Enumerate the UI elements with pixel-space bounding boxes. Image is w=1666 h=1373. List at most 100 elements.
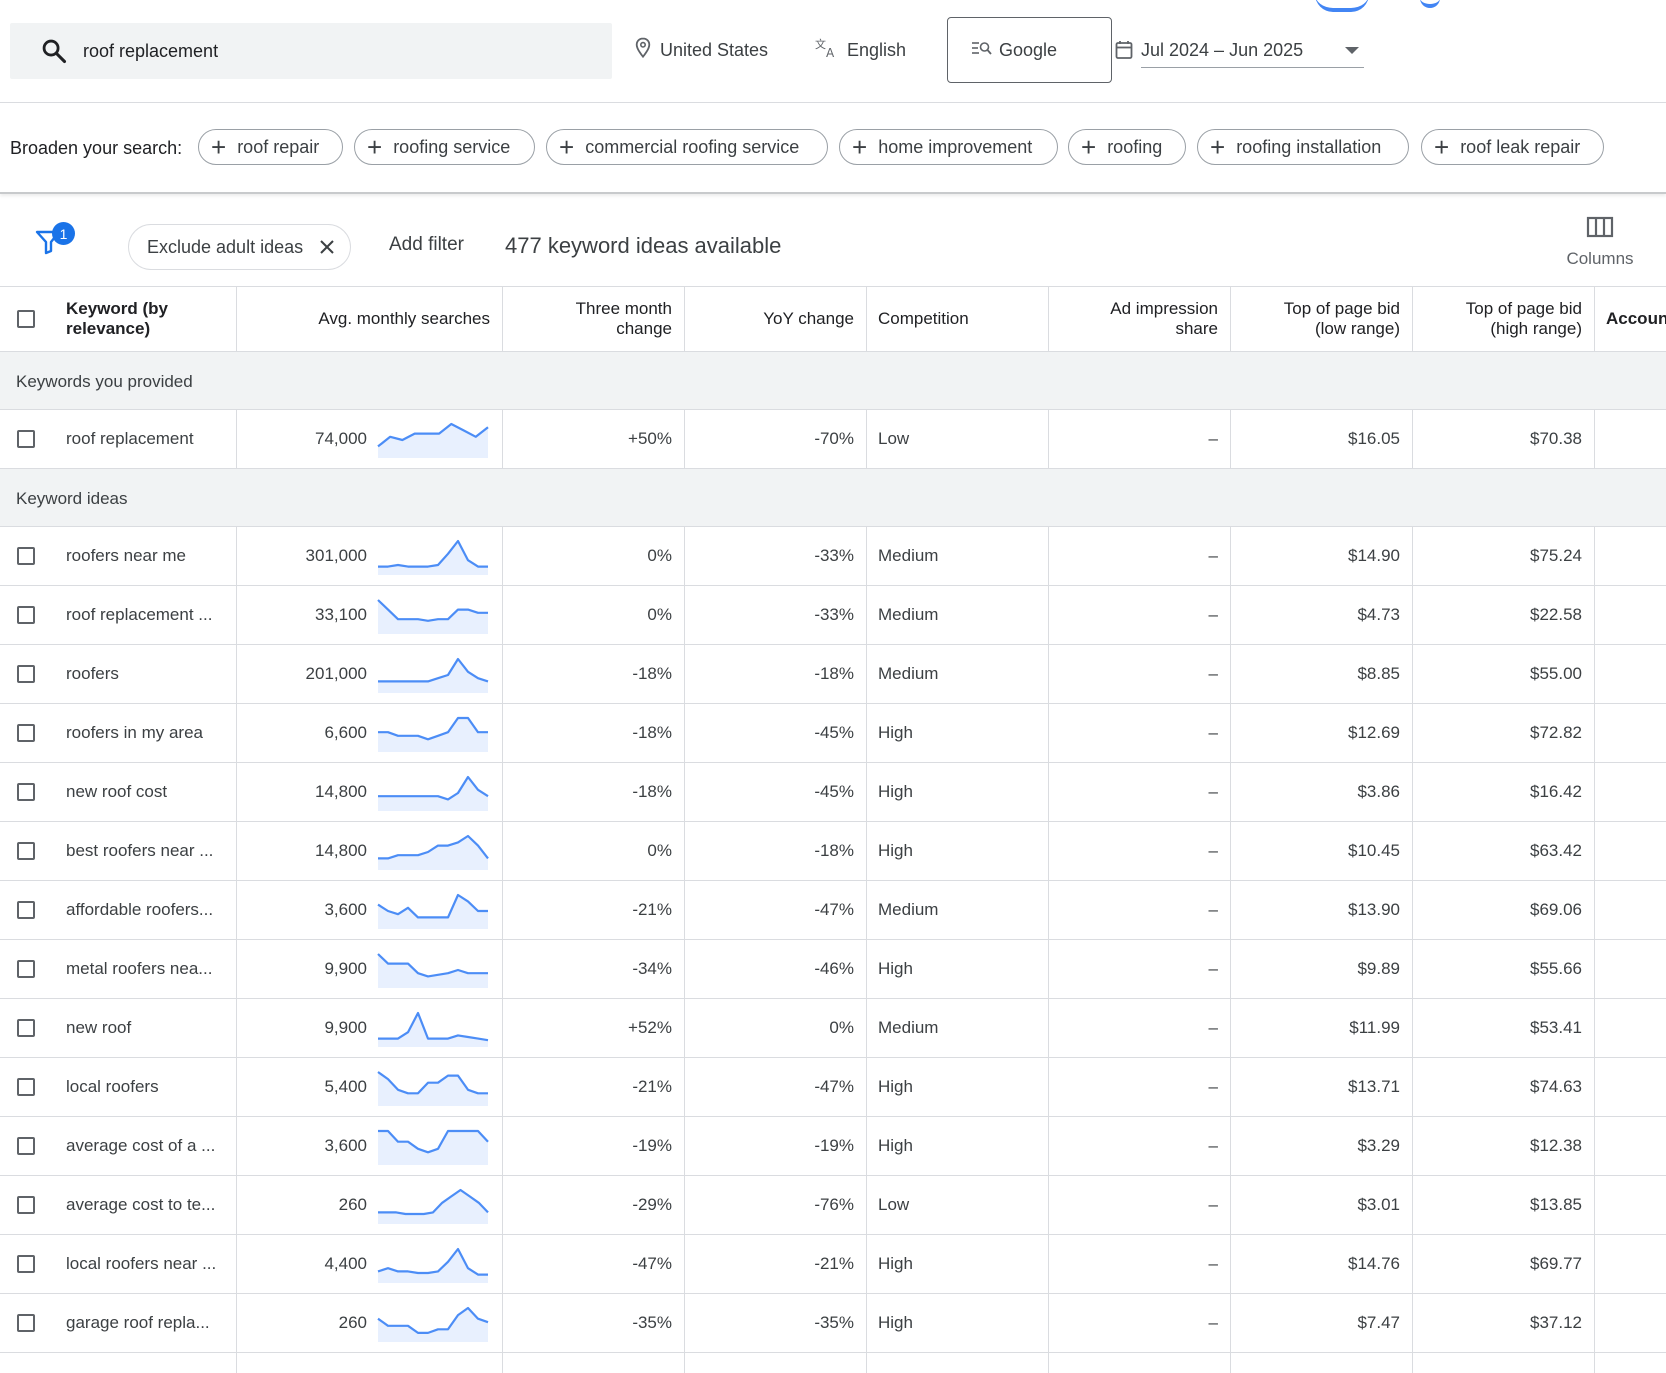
row-checkbox[interactable] (17, 704, 35, 762)
broaden-chip[interactable]: + roof repair (198, 129, 343, 165)
checkbox[interactable] (17, 1196, 35, 1214)
checkbox[interactable] (17, 1314, 35, 1332)
header-ad-impression-share[interactable]: Ad impression share (1049, 287, 1218, 351)
keyword-cell[interactable]: roof replacement (66, 429, 194, 448)
row-checkbox[interactable] (17, 1235, 35, 1293)
checkbox[interactable] (17, 1255, 35, 1273)
row-checkbox[interactable] (17, 1058, 35, 1116)
column-divider (1230, 645, 1231, 703)
columns-button[interactable]: Columns (1560, 216, 1640, 269)
header-keyword[interactable]: Keyword (by relevance) (66, 287, 226, 351)
row-checkbox[interactable] (17, 410, 35, 468)
keyword-cell[interactable]: local roofers (66, 1077, 159, 1096)
bid-high-cell: $70.38 (1530, 429, 1582, 448)
search-input[interactable]: roof replacement (83, 40, 219, 61)
checkbox[interactable] (17, 724, 35, 742)
checkbox[interactable] (17, 606, 35, 624)
add-filter-button[interactable]: Add filter (389, 234, 464, 255)
broaden-chip[interactable]: + commercial roofing service (546, 129, 828, 165)
header-account-status[interactable]: Accoun (1606, 287, 1666, 351)
checkbox[interactable] (17, 1137, 35, 1155)
table-row[interactable]: roof replacement 74,000 +50% -70% Low – $16.05… (0, 410, 1666, 469)
row-checkbox[interactable] (17, 881, 35, 939)
row-checkbox[interactable] (17, 586, 35, 644)
header-competition[interactable]: Competition (878, 287, 1048, 351)
table-row[interactable]: garage roof repla... 260 -35% -35% High – $7.4… (0, 1294, 1666, 1353)
network-selector[interactable]: Google (947, 17, 1112, 83)
header-bid-low[interactable]: Top of page bid (low range) (1231, 287, 1400, 351)
table-row[interactable]: roof replacement ... 33,100 0% -33% Medium – $… (0, 586, 1666, 645)
table-row[interactable]: affordable roofers... 3,600 -21% -47% Medium… (0, 881, 1666, 940)
keyword-cell[interactable]: garage roof repla... (66, 1313, 210, 1332)
checkbox[interactable] (17, 310, 35, 328)
keyword-cell[interactable]: roofers (66, 664, 119, 683)
row-checkbox[interactable] (17, 1176, 35, 1234)
keyword-cell[interactable]: best roofers near ... (66, 841, 214, 860)
table-row[interactable]: roofers near me 301,000 0% -33% Medium – $14.9… (0, 527, 1666, 586)
table-row[interactable]: new roof 9,900 +52% 0% Medium – $11.99 $53.41 (0, 999, 1666, 1058)
ad-impression-share-cell: – (1208, 1313, 1218, 1332)
header-text: Top of page bid (1465, 299, 1582, 318)
row-checkbox[interactable] (17, 1117, 35, 1175)
three-month-change-cell: +52% (628, 1018, 672, 1037)
row-checkbox[interactable] (17, 527, 35, 585)
keyword-cell[interactable]: average cost of a ... (66, 1136, 216, 1155)
keyword-cell[interactable]: metal roofers nea... (66, 959, 213, 978)
broaden-chip[interactable]: + roofing (1068, 129, 1186, 165)
select-all-checkbox[interactable] (17, 287, 35, 351)
keyword-cell[interactable]: roofers near me (66, 546, 186, 565)
column-divider (1048, 1117, 1049, 1175)
header-yoy-change[interactable]: YoY change (685, 287, 854, 351)
yoy-change-cell: 0% (829, 1018, 854, 1037)
date-range-selector[interactable]: Jul 2024 – Jun 2025 (1115, 33, 1364, 68)
search-box[interactable]: roof replacement (10, 23, 612, 79)
keyword-cell[interactable]: new roof (66, 1018, 132, 1037)
table-row[interactable]: average cost of a ... 3,600 -19% -19% High – $… (0, 1117, 1666, 1176)
keyword-cell[interactable]: roof replacement ... (66, 605, 213, 624)
checkbox[interactable] (17, 901, 35, 919)
exclude-adult-filter-chip[interactable]: Exclude adult ideas (128, 224, 351, 270)
location-selector[interactable]: United States (634, 34, 768, 66)
row-checkbox[interactable] (17, 645, 35, 703)
table-row[interactable]: average cost to te... 260 -29% -76% Low – $3.0… (0, 1176, 1666, 1235)
header-avg-searches[interactable]: Avg. monthly searches (237, 287, 490, 351)
column-divider (1594, 1353, 1595, 1373)
keyword-cell[interactable]: average cost to te... (66, 1195, 216, 1214)
broaden-chip[interactable]: + roof leak repair (1421, 129, 1604, 165)
header-three-month-change[interactable]: Three month change (503, 287, 672, 351)
three-month-change-cell: -47% (632, 1254, 672, 1273)
table-row[interactable]: local roofers 5,400 -21% -47% High – $13.71 $74… (0, 1058, 1666, 1117)
row-checkbox[interactable] (17, 940, 35, 998)
broaden-chip[interactable]: + home improvement (839, 129, 1058, 165)
checkbox[interactable] (17, 547, 35, 565)
keyword-cell[interactable]: local roofers near ... (66, 1254, 217, 1273)
table-row[interactable]: roofers 201,000 -18% -18% Medium – $8.85 $55.00 (0, 645, 1666, 704)
checkbox[interactable] (17, 842, 35, 860)
checkbox[interactable] (17, 960, 35, 978)
checkbox[interactable] (17, 1019, 35, 1037)
column-divider (1412, 1353, 1413, 1373)
close-icon[interactable] (316, 236, 338, 263)
checkbox[interactable] (17, 430, 35, 448)
sparkline-area (378, 1131, 488, 1165)
table-row[interactable]: best roofers near ... 14,800 0% -18% High – $1… (0, 822, 1666, 881)
column-divider (1412, 704, 1413, 762)
table-row[interactable]: local roofers near ... 4,400 -47% -21% High –… (0, 1235, 1666, 1294)
broaden-chip[interactable]: + roofing service (354, 129, 535, 165)
keyword-cell[interactable]: new roof cost (66, 782, 168, 801)
checkbox[interactable] (17, 783, 35, 801)
checkbox[interactable] (17, 665, 35, 683)
checkbox[interactable] (17, 1078, 35, 1096)
keyword-cell[interactable]: roofers in my area (66, 723, 203, 742)
header-bid-high[interactable]: Top of page bid (high range) (1413, 287, 1582, 351)
row-checkbox[interactable] (17, 1294, 35, 1352)
row-checkbox[interactable] (17, 999, 35, 1057)
table-row[interactable]: roofers in my area 6,600 -18% -45% High – $12.… (0, 704, 1666, 763)
row-checkbox[interactable] (17, 822, 35, 880)
table-row[interactable]: new roof cost 14,800 -18% -45% High – $3.86 $16… (0, 763, 1666, 822)
row-checkbox[interactable] (17, 763, 35, 821)
keyword-cell[interactable]: affordable roofers... (66, 900, 214, 919)
table-row[interactable]: metal roofers nea... 9,900 -34% -46% High – $9… (0, 940, 1666, 999)
broaden-chip[interactable]: + roofing installation (1197, 129, 1409, 165)
